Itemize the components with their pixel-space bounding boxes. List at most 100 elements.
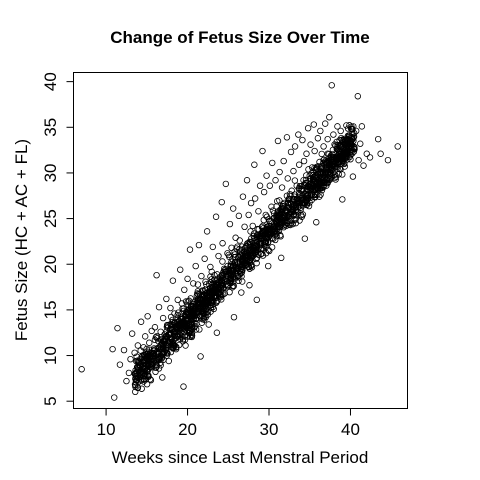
data-point <box>144 367 152 374</box>
data-point <box>207 263 214 271</box>
data-point <box>326 176 334 183</box>
data-point <box>306 199 313 206</box>
data-point <box>217 277 224 284</box>
data-point <box>283 192 291 200</box>
data-point <box>296 192 303 199</box>
data-point <box>133 357 140 365</box>
data-point <box>269 159 276 167</box>
data-point <box>330 131 337 138</box>
data-point <box>198 272 205 280</box>
y-tick-label: 40 <box>41 72 60 91</box>
data-point <box>304 124 312 132</box>
data-point <box>120 346 128 354</box>
data-point <box>280 157 287 165</box>
data-point <box>155 355 163 362</box>
data-point <box>290 167 297 175</box>
data-point <box>328 82 335 89</box>
data-point <box>190 280 197 287</box>
data-point <box>174 333 181 340</box>
data-point <box>244 240 251 247</box>
data-point <box>259 252 267 259</box>
data-point <box>251 195 259 202</box>
data-point <box>153 333 160 340</box>
data-point <box>278 254 285 262</box>
data-point <box>241 223 248 230</box>
data-point <box>255 208 262 215</box>
data-point <box>296 189 303 197</box>
data-point <box>176 322 183 330</box>
data-point <box>318 150 325 158</box>
data-point <box>174 296 181 304</box>
data-point <box>146 339 153 346</box>
data-point <box>232 234 239 241</box>
data-point <box>116 361 124 368</box>
data-point <box>245 211 252 219</box>
data-point <box>337 127 344 135</box>
data-point <box>212 213 220 220</box>
data-point <box>238 255 245 262</box>
data-point <box>209 280 217 287</box>
data-point <box>205 321 212 328</box>
data-point <box>272 177 279 184</box>
data-point <box>226 289 233 296</box>
y-tick-label: 35 <box>41 118 60 137</box>
data-point <box>344 132 352 139</box>
data-point <box>171 310 178 317</box>
data-point <box>348 144 356 151</box>
data-point <box>334 141 341 149</box>
data-point <box>287 148 295 156</box>
data-point <box>218 198 225 206</box>
data-point <box>239 278 246 285</box>
data-point <box>178 310 185 318</box>
data-point <box>142 372 149 380</box>
data-point <box>311 173 318 181</box>
data-point <box>188 312 195 319</box>
data-point <box>246 257 253 265</box>
data-point <box>265 262 272 270</box>
data-point <box>298 183 305 190</box>
data-point <box>260 225 267 232</box>
data-point <box>300 195 308 202</box>
data-point <box>151 336 159 344</box>
data-point <box>258 231 266 238</box>
data-point <box>266 182 274 189</box>
y-axis-label: Fetus Size (HC + AC + FL) <box>12 139 31 341</box>
data-point <box>203 228 211 235</box>
data-point <box>162 346 169 353</box>
data-point <box>319 173 326 181</box>
data-point <box>310 121 318 128</box>
data-point <box>159 314 167 322</box>
data-point <box>295 161 303 168</box>
data-point <box>274 228 281 236</box>
data-point <box>227 273 234 280</box>
data-point <box>287 192 294 200</box>
data-point <box>303 172 310 179</box>
data-point <box>335 160 342 167</box>
data-point <box>160 356 167 363</box>
data-point <box>344 136 351 143</box>
data-point <box>313 219 320 226</box>
data-point <box>226 266 234 273</box>
data-point <box>183 308 191 315</box>
data-point <box>291 143 299 150</box>
data-point <box>360 162 367 169</box>
data-point <box>191 319 198 327</box>
data-point <box>284 217 291 225</box>
data-point <box>203 305 210 313</box>
data-point <box>298 213 306 220</box>
data-point <box>178 315 185 322</box>
data-point <box>329 154 336 161</box>
data-point <box>301 235 309 242</box>
data-point <box>347 125 355 133</box>
data-point <box>212 280 220 287</box>
data-point <box>302 176 310 184</box>
data-point <box>366 154 374 161</box>
data-point <box>78 366 85 373</box>
data-point <box>132 383 139 391</box>
data-point <box>265 216 272 223</box>
data-point <box>131 349 138 356</box>
data-point <box>227 262 235 270</box>
data-point <box>153 356 160 364</box>
data-point <box>128 330 136 337</box>
